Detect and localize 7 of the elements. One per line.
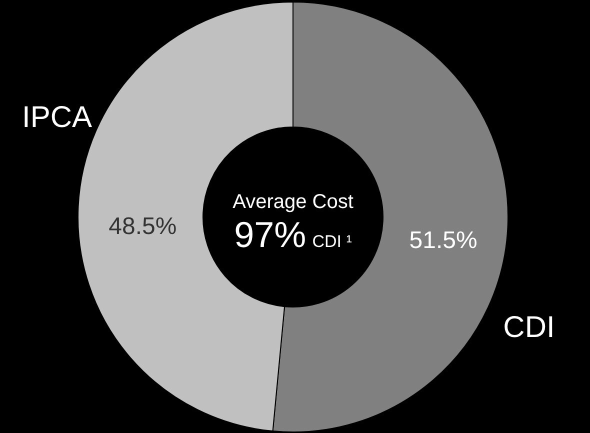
slice-label: CDI	[503, 311, 555, 344]
slice-label: IPCA	[22, 101, 92, 134]
data-label: 51.5%	[409, 227, 478, 254]
text: CDI ¹	[312, 232, 352, 251]
text: 97%	[234, 214, 306, 255]
data-label: 48.5%	[108, 212, 177, 240]
text: Average Cost	[232, 191, 354, 213]
